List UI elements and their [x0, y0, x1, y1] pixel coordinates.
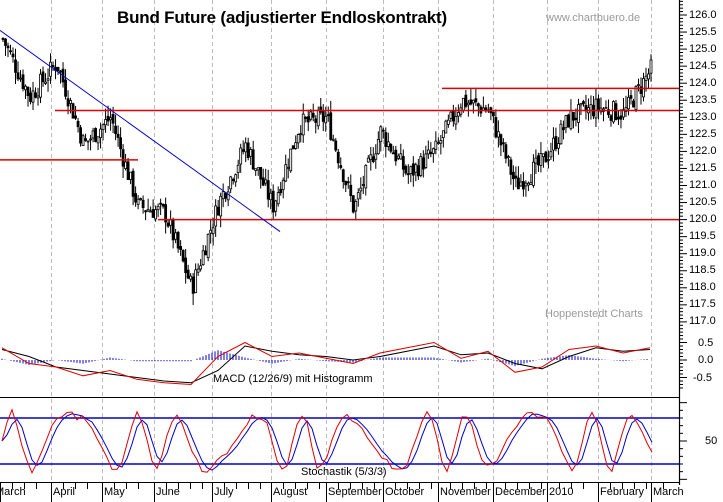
price-label: 124.0 [689, 77, 717, 89]
month-label: November [440, 486, 491, 498]
stoch-panel-label: Stochastik (5/3/3) [301, 466, 387, 478]
stoch-label-50: 50 [705, 435, 718, 447]
price-label: 121.5 [689, 162, 717, 174]
macd-panel [1, 341, 651, 386]
month-label: May [104, 486, 125, 498]
month-label: December [495, 486, 546, 498]
price-label: 117.0 [689, 315, 716, 327]
price-label: 126.0 [689, 9, 717, 21]
month-label: September [328, 486, 382, 498]
price-label: 118.5 [689, 264, 716, 276]
price-label: 122.0 [689, 145, 717, 157]
watermark-chartbuero: www.chartbuero.de [546, 12, 641, 24]
price-label: 124.5 [689, 60, 717, 72]
price-label: 123.5 [689, 94, 717, 106]
month-label: March [0, 486, 26, 498]
price-label: 123.0 [689, 111, 717, 123]
price-label: 122.5 [689, 128, 717, 140]
month-label: February [600, 486, 645, 498]
macd-label: 0.5 [698, 337, 714, 349]
price-label: 119.0 [689, 247, 716, 259]
month-gridlines [51, 0, 652, 482]
price-label: 118.0 [689, 281, 716, 293]
month-label: 2010 [549, 486, 574, 498]
macd-label: -0.5 [693, 372, 712, 384]
price-label: 120.0 [689, 213, 717, 225]
watermark-hoppenstedt: Hoppenstedt Charts [545, 308, 643, 320]
price-candlesticks [1, 37, 653, 306]
price-label: 121.0 [689, 179, 717, 191]
price-label: 125.0 [689, 43, 717, 55]
macd-panel-label: MACD (12/26/9) mit Histogramm [213, 373, 373, 385]
price-label: 119.5 [689, 230, 716, 242]
price-label: 117.5 [689, 298, 716, 310]
month-label: August [273, 486, 308, 498]
month-label: April [53, 486, 76, 498]
axes [0, 0, 687, 502]
price-label: 125.5 [689, 26, 717, 38]
month-label: March [653, 486, 684, 498]
month-label: July [214, 486, 234, 498]
chart-title: Bund Future (adjustierter Endloskontrakt… [117, 8, 447, 27]
stochastic-panel [0, 408, 679, 475]
support-resistance-lines [0, 87, 679, 221]
month-label: June [156, 486, 180, 498]
macd-label: 0.0 [698, 354, 714, 366]
downtrend-line [0, 29, 281, 232]
price-label: 120.5 [689, 196, 717, 208]
month-label: October [385, 486, 425, 498]
